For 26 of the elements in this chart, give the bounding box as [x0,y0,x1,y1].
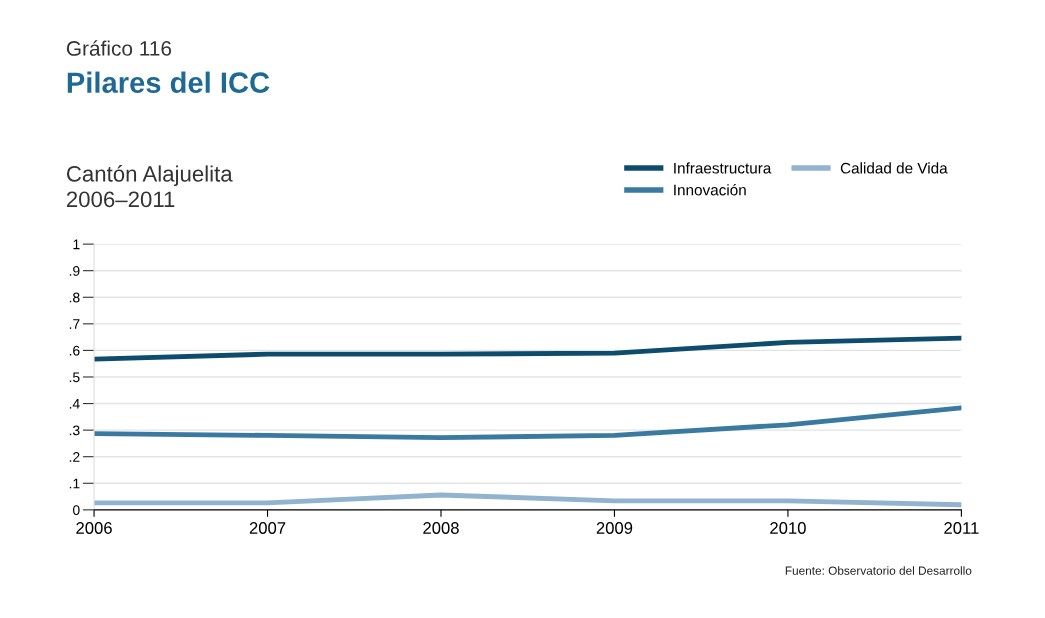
y-tick-label: .2 [69,452,80,462]
x-tick-label: 2007 [249,522,286,534]
y-tick-label: .1 [69,478,80,489]
legend-label: Calidad de Vida [840,162,948,174]
y-tick-label: .3 [69,425,80,436]
y-tick-label: 0 [72,505,80,516]
legend-label: Innovación [674,184,746,196]
y-tick-label: .9 [69,266,80,276]
y-tick-label: .8 [69,292,80,303]
x-tick-label: 2010 [770,522,806,534]
x-tick-label: 2009 [596,522,633,534]
y-tick-label: .4 [69,399,80,409]
y-tick-label: 1 [73,239,80,250]
x-tick-label: 2006 [76,522,112,534]
y-tick-label: .6 [69,345,80,356]
x-tick-label: 2008 [423,522,459,534]
y-tick-label: .5 [69,372,80,383]
line-series [94,335,962,362]
y-tick-label: .7 [69,319,80,329]
legend-label: Infraestructura [674,162,772,174]
text: Gráfico 116 [66,40,172,56]
x-tick-label: 2011 [944,522,979,534]
chart-subtitle: Cantón Alajuelita 2006–2011 [66,165,233,208]
line-series [94,405,962,440]
chart-title: Pilares del ICC [67,71,270,93]
source-note: Fuente: Observatorio del Desarrollo [785,566,972,575]
